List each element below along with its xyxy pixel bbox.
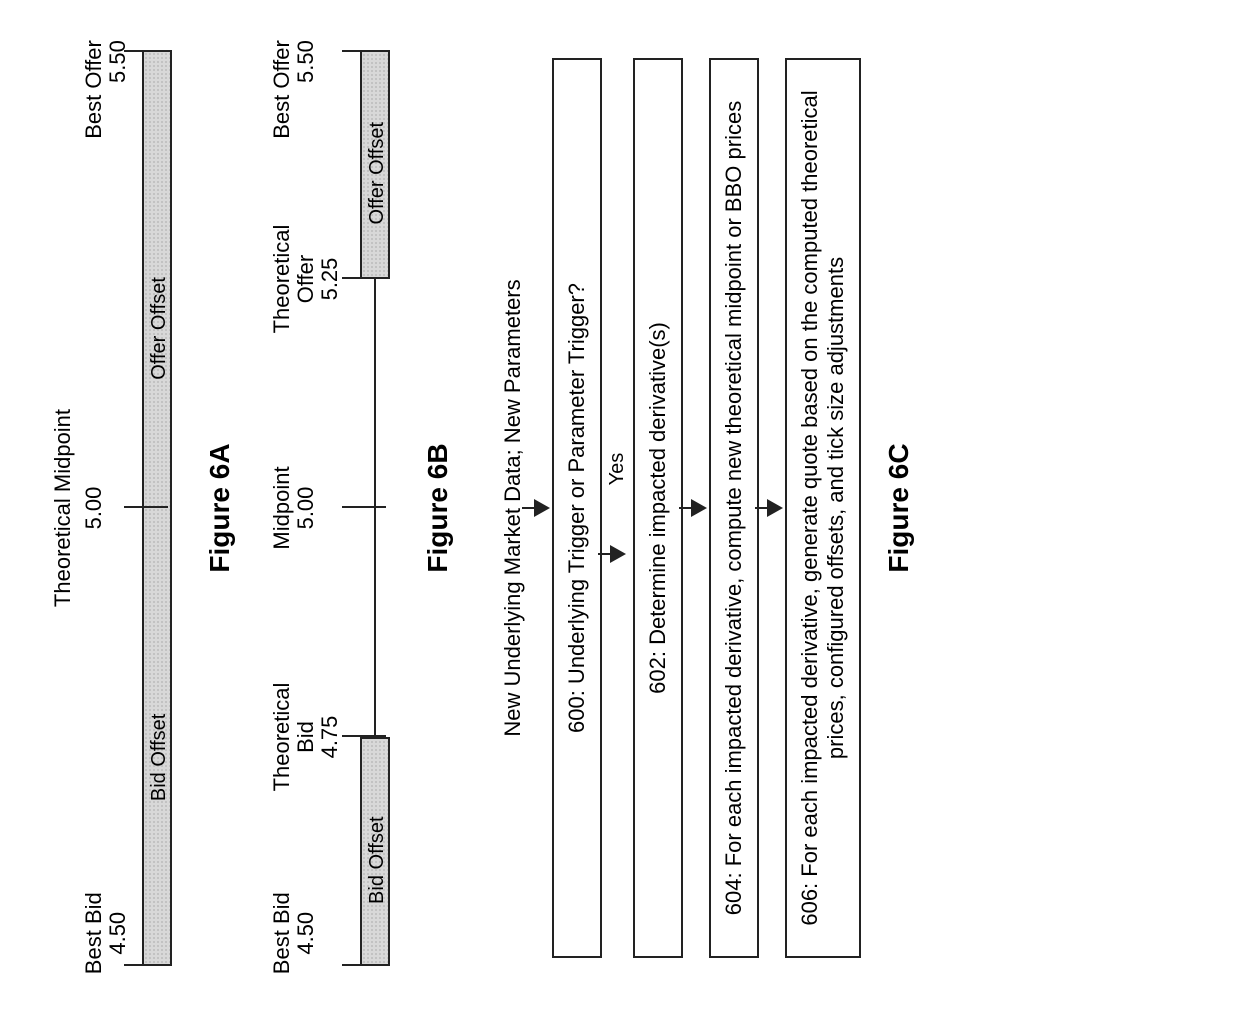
- fig6a-bidoffset-text: Bid Offset: [148, 714, 171, 801]
- figure-6c: New Underlying Market Data; New Paramete…: [500, 50, 915, 966]
- fig6b-bar-row: Bid Offset Offer Offset: [348, 50, 404, 966]
- l2: 5.00: [293, 487, 318, 530]
- label-value: 5.00: [81, 487, 106, 530]
- l3: 4.75: [317, 716, 342, 759]
- fig6c-yes-row: Yes: [606, 453, 629, 564]
- fig6b-caption: Figure 6B: [422, 50, 454, 966]
- l1: Best Bid: [269, 892, 294, 974]
- fig6c-step-600: 600: Underlying Trigger or Parameter Tri…: [552, 58, 602, 958]
- fig6b-tick-1: [342, 964, 386, 966]
- fig6a-tick-left: [124, 964, 168, 966]
- label-text: Best Bid: [81, 892, 106, 974]
- fig6a-title: Theoretical Midpoint: [50, 50, 76, 966]
- arrow-down-icon: [691, 499, 707, 517]
- l3: 5.25: [317, 258, 342, 301]
- fig6a-tick-right: [124, 50, 168, 52]
- l1: Theoretical: [269, 683, 294, 792]
- fig6b-mid-label: Midpoint 5.00: [270, 466, 318, 549]
- fig6b-tick-4: [342, 277, 386, 279]
- fig6c-yes-label: Yes: [606, 453, 629, 486]
- fig6c-step-606: 606: For each impacted derivative, gener…: [785, 58, 861, 958]
- rotated-container: Theoretical Midpoint Best Bid 4.50 5.00 …: [0, 0, 1240, 1016]
- fig6a-mid-label: 5.00: [82, 487, 106, 530]
- fig6b-theoffer-label: Theoretical Offer 5.25: [270, 225, 343, 334]
- arrow-down-icon: [610, 545, 626, 563]
- l2: Bid: [293, 721, 318, 753]
- figure-6a: Theoretical Midpoint Best Bid 4.50 5.00 …: [50, 50, 236, 966]
- fig6c-caption: Figure 6C: [883, 443, 915, 572]
- fig6a-bestoffer-label: Best Offer 5.50: [82, 40, 130, 139]
- fig6b-bestoffer-label: Best Offer 5.50: [270, 40, 318, 139]
- figure-6b: Best Bid 4.50 Theoretical Bid 4.75 Midpo…: [270, 50, 454, 966]
- label-value: 4.50: [105, 912, 130, 955]
- l2: Offer: [293, 255, 318, 304]
- l1: Best Offer: [269, 40, 294, 139]
- arrow-down-icon: [534, 499, 550, 517]
- l1: Theoretical: [269, 225, 294, 334]
- fig6c-step-604: 604: For each impacted derivative, compu…: [709, 58, 759, 958]
- label-value: 5.50: [105, 40, 130, 83]
- fig6b-bidoffset-text: Bid Offset: [366, 800, 389, 920]
- page-content: Theoretical Midpoint Best Bid 4.50 5.00 …: [0, 0, 1240, 1016]
- label-text: Best Offer: [81, 40, 106, 139]
- fig6b-tick-2: [342, 735, 386, 737]
- l2: 5.50: [293, 40, 318, 83]
- arrow-down-icon: [767, 499, 783, 517]
- l2: 4.50: [293, 912, 318, 955]
- fig6a-tick-mid: [124, 506, 168, 508]
- fig6a-bar-row: Bid Offset Offer Offset: [130, 50, 186, 966]
- fig6a-labels: Best Bid 4.50 5.00 Best Offer 5.50: [82, 50, 130, 966]
- fig6b-offeroffset-text: Offer Offset: [366, 113, 389, 233]
- fig6b-tick-5: [342, 50, 386, 52]
- fig6b-tick-3: [342, 506, 386, 508]
- fig6c-step-602: 602: Determine impacted derivative(s): [633, 58, 683, 958]
- fig6b-thebid-label: Theoretical Bid 4.75: [270, 683, 343, 792]
- l1: Midpoint: [269, 466, 294, 549]
- fig6a-bestbid-label: Best Bid 4.50: [82, 892, 130, 974]
- fig6b-bestbid-label: Best Bid 4.50: [270, 892, 318, 974]
- fig6a-bar: [142, 50, 172, 966]
- fig6b-labels: Best Bid 4.50 Theoretical Bid 4.75 Midpo…: [270, 50, 348, 966]
- fig6a-caption: Figure 6A: [204, 50, 236, 966]
- fig6a-offeroffset-text: Offer Offset: [148, 277, 171, 380]
